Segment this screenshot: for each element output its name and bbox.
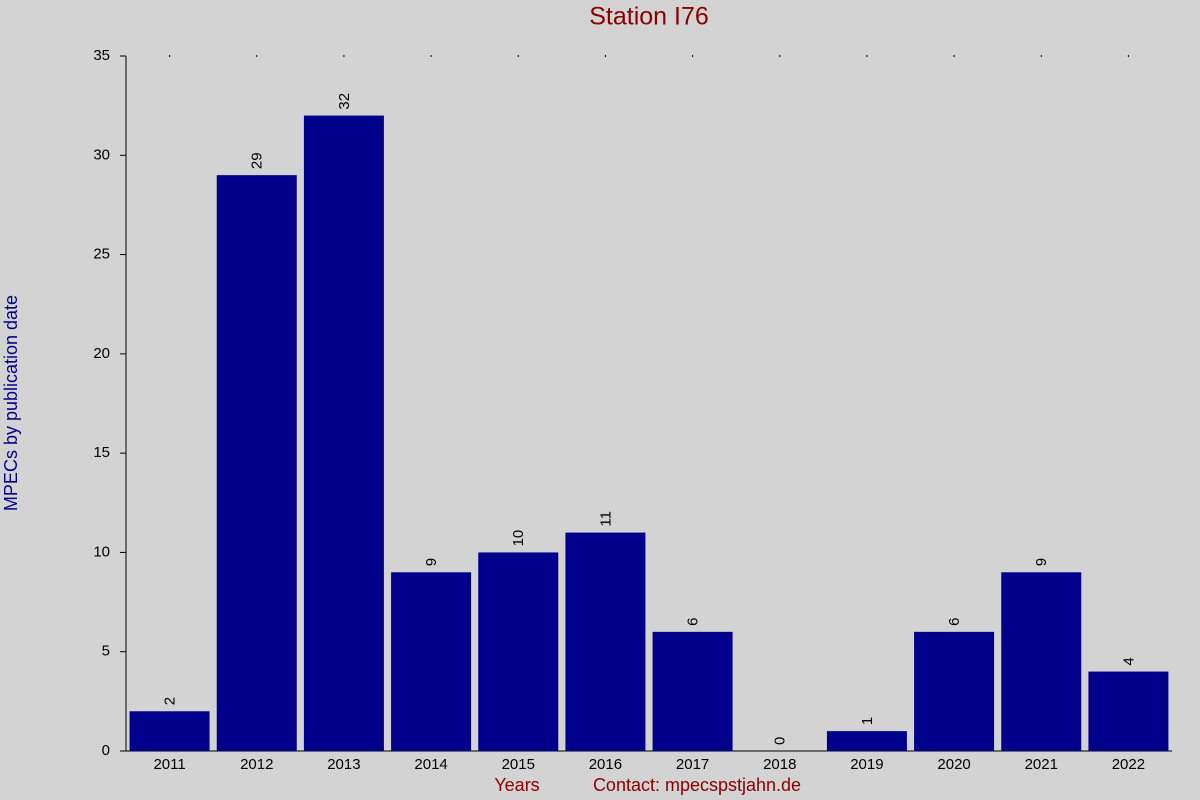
- value-label: 9: [423, 558, 440, 566]
- y-tick-label: 30: [93, 146, 110, 163]
- x-tick-label: 2020: [937, 756, 970, 773]
- x-tick-label: 2014: [414, 756, 447, 773]
- bar: [303, 115, 384, 752]
- x-tick-label: 2022: [1112, 756, 1145, 773]
- x-tick-label: 2015: [502, 756, 535, 773]
- y-tick-label: 35: [93, 47, 110, 64]
- value-label: 11: [597, 511, 614, 527]
- x-tick-label: 2016: [589, 756, 622, 773]
- bar: [826, 731, 907, 751]
- y-tick-label: 10: [93, 543, 110, 560]
- bar: [216, 175, 297, 752]
- contact-note: Contact: mpecspstjahn.de: [593, 775, 801, 795]
- x-axis-label: Years: [494, 775, 539, 795]
- x-tick-label: 2018: [763, 756, 796, 773]
- bar: [478, 552, 559, 751]
- chart-title: Station I76: [589, 3, 709, 31]
- value-label: 10: [510, 530, 527, 547]
- bar: [391, 572, 472, 751]
- value-label: 4: [1120, 657, 1137, 665]
- y-tick-label: 20: [93, 345, 110, 362]
- value-label: 32: [336, 93, 353, 110]
- x-tick-label: 2019: [850, 756, 883, 773]
- y-axis-label: MPECs by publication date: [1, 295, 21, 511]
- value-label: 0: [772, 737, 789, 745]
- value-label: 9: [1033, 558, 1050, 566]
- value-label: 6: [685, 618, 702, 626]
- x-tick-label: 2021: [1025, 756, 1058, 773]
- y-tick-label: 25: [93, 246, 110, 263]
- x-tick-label: 2017: [676, 756, 709, 773]
- x-tick-label: 2012: [240, 756, 273, 773]
- value-label: 2: [162, 697, 179, 705]
- bar: [652, 631, 733, 751]
- y-tick-label: 15: [93, 444, 110, 461]
- x-tick-label: 2011: [153, 756, 185, 773]
- bar: [914, 631, 995, 751]
- bar: [565, 532, 646, 751]
- value-label: 29: [249, 152, 266, 169]
- y-tick-label: 5: [102, 643, 110, 660]
- bar: [1001, 572, 1082, 751]
- y-tick-label: 0: [102, 742, 110, 759]
- x-tick-label: 2013: [327, 756, 360, 773]
- value-label: 6: [946, 618, 963, 626]
- value-label: 1: [859, 717, 876, 725]
- bar: [1088, 671, 1169, 751]
- bar: [129, 711, 210, 751]
